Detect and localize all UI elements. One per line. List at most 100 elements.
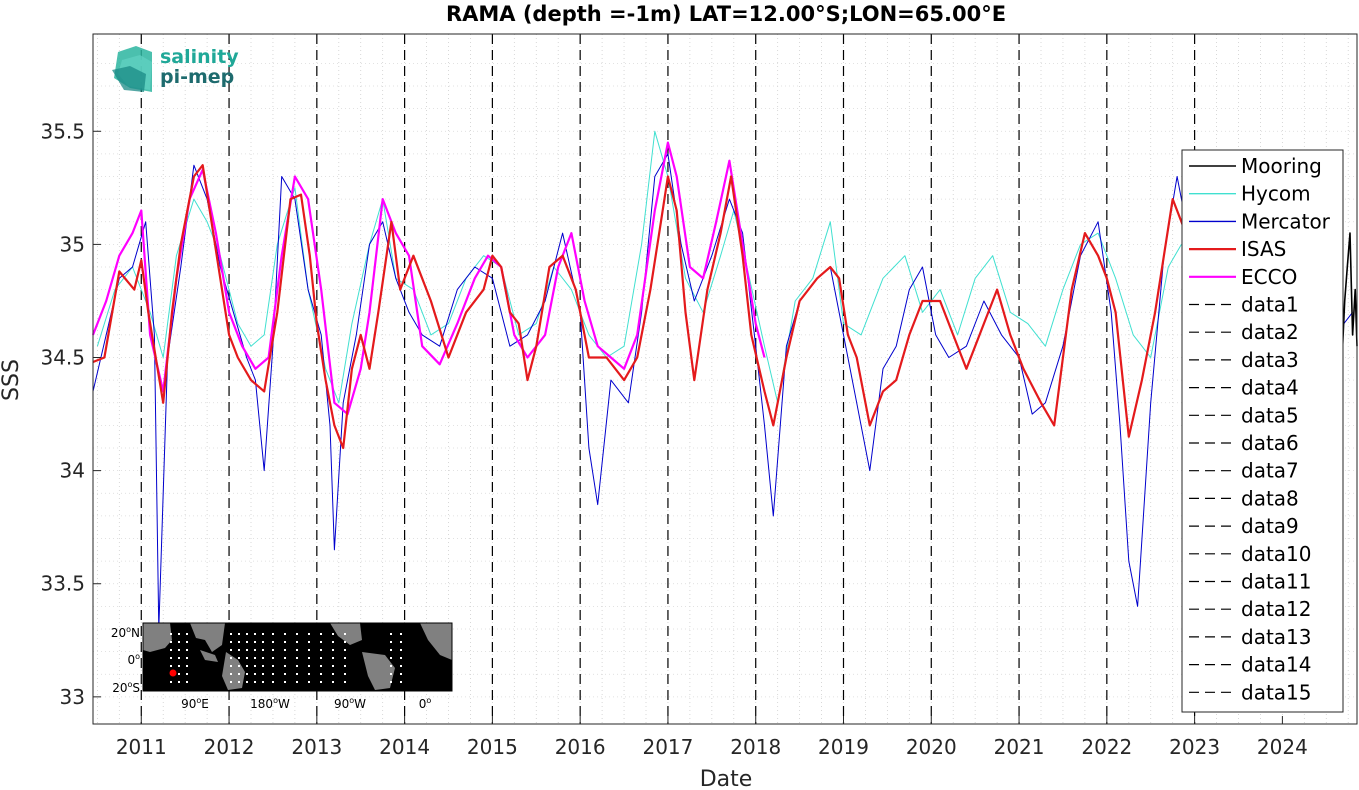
mooring-dot	[230, 665, 232, 667]
mooring-dot	[178, 673, 180, 675]
mooring-dot	[238, 673, 240, 675]
mooring-dot	[320, 641, 322, 643]
legend-label: data12	[1241, 597, 1312, 621]
mooring-dot	[296, 657, 298, 659]
legend-label: data3	[1241, 348, 1299, 372]
mooring-dot	[254, 673, 256, 675]
mooring-dot	[170, 657, 172, 659]
legend-label: data11	[1241, 570, 1312, 594]
mooring-dot	[344, 665, 346, 667]
mooring-dot	[308, 681, 310, 683]
mooring-dot	[246, 657, 248, 659]
legend-label: data7	[1241, 459, 1299, 483]
legend-label: data9	[1241, 514, 1299, 538]
mooring-dot	[320, 681, 322, 683]
legend: Mooring Hycom Mercator ISAS ECCO data1 data2 da…	[1181, 149, 1344, 713]
mooring-dot	[320, 633, 322, 635]
x-tick-label: 2014	[379, 735, 430, 759]
mooring-dot	[246, 633, 248, 635]
mooring-dot	[178, 641, 180, 643]
mooring-dot	[230, 657, 232, 659]
mooring-dot	[254, 657, 256, 659]
x-tick-label: 2011	[116, 735, 167, 759]
x-axis-label: Date	[700, 767, 753, 790]
selected-mooring-marker	[169, 669, 177, 677]
mooring-dot	[332, 681, 334, 683]
mooring-dot	[390, 633, 392, 635]
mooring-dot	[254, 649, 256, 651]
mooring-dot	[178, 665, 180, 667]
mooring-dot	[272, 673, 274, 675]
legend-label: data10	[1241, 542, 1312, 566]
mooring-dot	[284, 641, 286, 643]
series-line-mooring	[1341, 232, 1358, 358]
x-tick-label: 2018	[730, 735, 781, 759]
mooring-dot	[272, 657, 274, 659]
mooring-dot	[272, 665, 274, 667]
mooring-dot	[284, 665, 286, 667]
mooring-dot	[238, 665, 240, 667]
mooring-dot	[284, 633, 286, 635]
mooring-dot	[230, 673, 232, 675]
mooring-dot	[230, 681, 232, 683]
legend-label: data5	[1241, 403, 1299, 427]
logo-text-pi-mep: pi-mep	[160, 66, 234, 88]
salinity-pi-mep-logo: salinity pi-mep	[112, 46, 239, 92]
x-tick-label: 2023	[1169, 735, 1220, 759]
mooring-dot	[308, 649, 310, 651]
mooring-dot	[284, 681, 286, 683]
mooring-dot	[230, 649, 232, 651]
legend-label: data4	[1241, 376, 1299, 400]
year-dashed-lines	[140, 34, 1196, 724]
mooring-dot	[320, 673, 322, 675]
map-lon-label: 90oW	[334, 696, 366, 711]
logo-text-salinity: salinity	[160, 46, 239, 68]
y-tick-label: 35	[60, 232, 85, 256]
mooring-dot	[284, 657, 286, 659]
mooring-dot	[178, 657, 180, 659]
mooring-dot	[230, 633, 232, 635]
legend-label: data8	[1241, 486, 1299, 510]
legend-label: Mooring	[1241, 154, 1322, 178]
mooring-dot	[170, 681, 172, 683]
x-tick-label: 2022	[1081, 735, 1132, 759]
y-tick-label: 33.5	[40, 572, 85, 596]
mooring-dot	[238, 633, 240, 635]
mooring-dot	[344, 641, 346, 643]
mooring-dot	[186, 657, 188, 659]
mooring-dot	[332, 665, 334, 667]
mooring-dot	[332, 641, 334, 643]
mooring-dot	[186, 681, 188, 683]
y-tick-label: 34.5	[40, 346, 85, 370]
mooring-dot	[308, 641, 310, 643]
y-tick-label: 35.5	[40, 119, 85, 143]
mooring-dot	[332, 673, 334, 675]
mooring-dot	[238, 681, 240, 683]
y-axis-label: SSS	[0, 359, 24, 401]
mooring-dot	[272, 649, 274, 651]
mooring-dot	[320, 657, 322, 659]
mooring-dot	[238, 641, 240, 643]
mooring-dot	[170, 641, 172, 643]
x-tick-label: 2016	[555, 735, 606, 759]
mooring-dot	[262, 633, 264, 635]
series-line-ecco	[91, 141, 766, 416]
mooring-dot	[186, 649, 188, 651]
mooring-dot	[320, 665, 322, 667]
mooring-dot	[170, 665, 172, 667]
mooring-dot	[246, 649, 248, 651]
mooring-dot	[246, 641, 248, 643]
mooring-dot	[308, 665, 310, 667]
y-tick-label: 33	[60, 685, 85, 709]
mooring-dot	[332, 657, 334, 659]
legend-label: data13	[1241, 625, 1312, 649]
mooring-dot	[400, 641, 402, 643]
mooring-dot	[296, 673, 298, 675]
mooring-dot	[272, 641, 274, 643]
mooring-dot	[262, 681, 264, 683]
mooring-dot	[254, 633, 256, 635]
legend-label: ECCO	[1241, 265, 1297, 289]
legend-label: data2	[1241, 320, 1299, 344]
mooring-dot	[296, 633, 298, 635]
